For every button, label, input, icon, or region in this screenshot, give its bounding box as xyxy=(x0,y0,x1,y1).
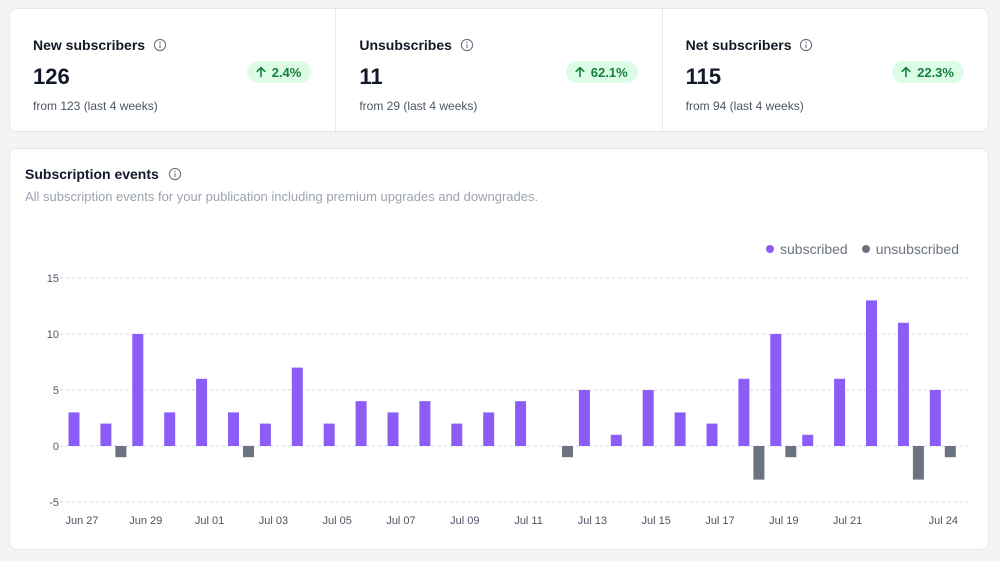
stats-panel: New subscribers 126 from 123 (last 4 wee… xyxy=(9,8,989,132)
bar-subscribed[interactable] xyxy=(483,412,495,446)
bar-subscribed[interactable] xyxy=(355,401,367,446)
bar-subscribed[interactable] xyxy=(132,334,144,446)
bar-subscribed[interactable] xyxy=(68,412,80,446)
stat-net-subscribers: Net subscribers 115 from 94 (last 4 week… xyxy=(663,9,988,131)
y-tick-label: -5 xyxy=(49,497,59,509)
stat-value: 11 xyxy=(359,64,383,89)
info-icon[interactable] xyxy=(168,167,182,181)
change-badge: 2.4% xyxy=(246,61,312,83)
x-tick-label: Jul 11 xyxy=(514,515,543,527)
change-value: 22.3% xyxy=(917,64,954,80)
x-tick-label: Jul 19 xyxy=(769,515,798,527)
legend-label: subscribed xyxy=(780,241,848,257)
bar-subscribed[interactable] xyxy=(100,423,112,446)
x-tick-label: Jul 03 xyxy=(259,515,288,527)
stat-new-subscribers: New subscribers 126 from 123 (last 4 wee… xyxy=(10,9,337,131)
x-tick-label: Jul 24 xyxy=(929,515,958,527)
legend-dot xyxy=(861,245,870,253)
bar-subscribed[interactable] xyxy=(738,378,750,446)
arrow-up-icon xyxy=(256,66,266,78)
change-value: 62.1% xyxy=(590,64,628,80)
bar-unsubscribed[interactable] xyxy=(912,446,924,480)
bar-subscribed[interactable] xyxy=(578,390,590,446)
x-tick-label: Jul 15 xyxy=(642,515,671,527)
legend-item-subscribed[interactable]: subscribed xyxy=(766,241,848,257)
info-icon[interactable] xyxy=(460,38,474,52)
legend-label: unsubscribed xyxy=(875,241,959,257)
bar-subscribed[interactable] xyxy=(674,412,686,446)
x-tick-label: Jul 13 xyxy=(578,515,607,527)
x-tick-label: Jul 07 xyxy=(386,515,415,527)
bar-subscribed[interactable] xyxy=(802,434,814,446)
bar-subscribed[interactable] xyxy=(419,401,431,446)
stat-comparison: from 123 (last 4 weeks) xyxy=(33,99,158,113)
stat-comparison: from 29 (last 4 weeks) xyxy=(359,99,478,113)
bar-subscribed[interactable] xyxy=(259,423,271,446)
bar-unsubscribed[interactable] xyxy=(753,446,765,480)
bar-subscribed[interactable] xyxy=(291,367,303,446)
stat-title: Net subscribers xyxy=(685,37,792,53)
stat-title: New subscribers xyxy=(33,37,146,53)
y-tick-label: 15 xyxy=(47,273,59,285)
info-icon[interactable] xyxy=(153,38,167,52)
change-badge: 22.3% xyxy=(892,61,964,83)
y-tick-label: 0 xyxy=(53,441,59,453)
bar-subscribed[interactable] xyxy=(196,378,208,446)
bar-subscribed[interactable] xyxy=(770,334,782,446)
bar-unsubscribed[interactable] xyxy=(944,446,956,458)
chart-legend: subscribed unsubscribed xyxy=(766,241,959,257)
bar-subscribed[interactable] xyxy=(929,390,941,446)
y-tick-label: 10 xyxy=(47,329,59,341)
arrow-up-icon xyxy=(901,66,911,78)
change-badge: 62.1% xyxy=(565,61,638,83)
x-tick-label: Jul 01 xyxy=(195,515,224,527)
bar-unsubscribed[interactable] xyxy=(243,446,254,458)
bar-subscribed[interactable] xyxy=(164,412,176,446)
bar-unsubscribed[interactable] xyxy=(785,446,797,458)
bar-subscribed[interactable] xyxy=(834,378,846,446)
x-tick-label: Jun 29 xyxy=(129,515,162,527)
chart-description: All subscription events for your publica… xyxy=(25,189,539,204)
stat-value: 115 xyxy=(685,64,722,89)
stat-value: 126 xyxy=(33,64,70,89)
x-tick-label: Jun 27 xyxy=(65,515,98,527)
chart-title: Subscription events xyxy=(25,166,159,182)
bar-subscribed[interactable] xyxy=(228,412,239,446)
bar-subscribed[interactable] xyxy=(897,322,909,446)
legend-item-unsubscribed[interactable]: unsubscribed xyxy=(861,241,959,257)
x-tick-label: Jul 09 xyxy=(450,515,479,527)
stat-unsubscribes: Unsubscribes 11 from 29 (last 4 weeks) 6… xyxy=(336,9,663,131)
x-tick-label: Jul 05 xyxy=(323,515,352,527)
bar-subscribed[interactable] xyxy=(323,423,335,446)
bar-chart: -5 0 5 10 15 Jun 27 Jun 29 Jul 01 Jul 03 Jul 05 Ju… xyxy=(47,273,968,527)
legend-dot xyxy=(766,245,775,253)
x-tick-label: Jul 21 xyxy=(833,515,862,527)
bar-subscribed[interactable] xyxy=(706,423,718,446)
stat-title: Unsubscribes xyxy=(359,37,452,53)
info-icon[interactable] xyxy=(799,38,813,52)
change-value: 2.4% xyxy=(271,64,302,80)
arrow-up-icon xyxy=(575,66,585,78)
stat-comparison: from 94 (last 4 weeks) xyxy=(685,99,804,113)
bar-subscribed[interactable] xyxy=(451,423,463,446)
bar-subscribed[interactable] xyxy=(387,412,399,446)
subscription-events-card: Subscription events All subscription eve… xyxy=(9,148,989,550)
bar-subscribed[interactable] xyxy=(866,300,877,446)
bar-subscribed[interactable] xyxy=(642,390,654,446)
y-tick-label: 5 xyxy=(53,385,59,397)
x-tick-label: Jul 17 xyxy=(705,515,734,527)
bar-unsubscribed[interactable] xyxy=(562,446,573,458)
bar-subscribed[interactable] xyxy=(515,401,527,446)
bar-unsubscribed[interactable] xyxy=(115,446,127,458)
bar-subscribed[interactable] xyxy=(610,434,622,446)
